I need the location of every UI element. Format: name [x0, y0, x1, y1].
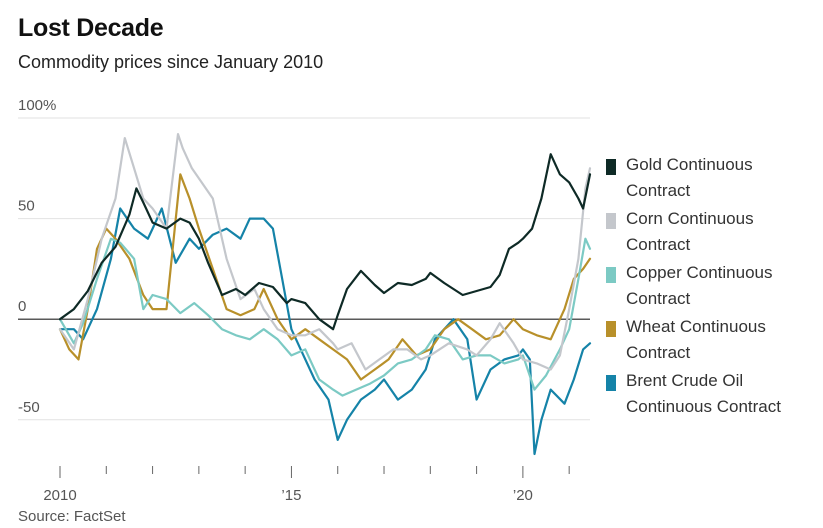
- legend-item: Copper Continuous Contract: [606, 263, 816, 312]
- x-tick-label: ’20: [513, 487, 533, 504]
- legend-label: Brent Crude Oil Continuous Contract: [626, 371, 781, 416]
- legend-swatch: [606, 213, 616, 229]
- chart-title: Lost Decade: [18, 14, 164, 42]
- legend-swatch: [606, 375, 616, 391]
- legend-item: Wheat Continuous Contract: [606, 317, 816, 366]
- y-tick-label: -50: [18, 399, 40, 416]
- series-line-brent-crude-oil-continuous-contract: [58, 207, 592, 456]
- x-tick-label: ’15: [281, 487, 301, 504]
- y-tick-label: 50: [18, 198, 35, 215]
- chart-subtitle: Commodity prices since January 2010: [18, 52, 324, 72]
- legend-item: Corn Continuous Contract: [606, 209, 816, 258]
- legend-label: Wheat Continuous Contract: [626, 317, 766, 362]
- y-tick-label: 0: [18, 298, 26, 315]
- y-tick-label: 100%: [18, 97, 56, 114]
- legend-label: Gold Continuous Contract: [626, 155, 753, 200]
- series-line-gold-continuous-contract: [58, 153, 592, 331]
- legend-item: Brent Crude Oil Continuous Contract: [606, 371, 816, 420]
- legend-swatch: [606, 321, 616, 337]
- legend-item: Gold Continuous Contract: [606, 155, 816, 204]
- x-tick-label: 2010: [43, 487, 76, 504]
- legend-swatch: [606, 159, 616, 175]
- chart-source: Source: FactSet: [18, 508, 126, 525]
- legend-label: Copper Continuous Contract: [626, 263, 773, 308]
- chart-legend: Gold Continuous Contract Corn Continuous …: [606, 155, 816, 426]
- legend-label: Corn Continuous Contract: [626, 209, 754, 254]
- series-line-wheat-continuous-contract: [58, 173, 592, 381]
- series-line-copper-continuous-contract: [58, 237, 592, 397]
- legend-swatch: [606, 267, 616, 283]
- series-line-corn-continuous-contract: [58, 133, 592, 371]
